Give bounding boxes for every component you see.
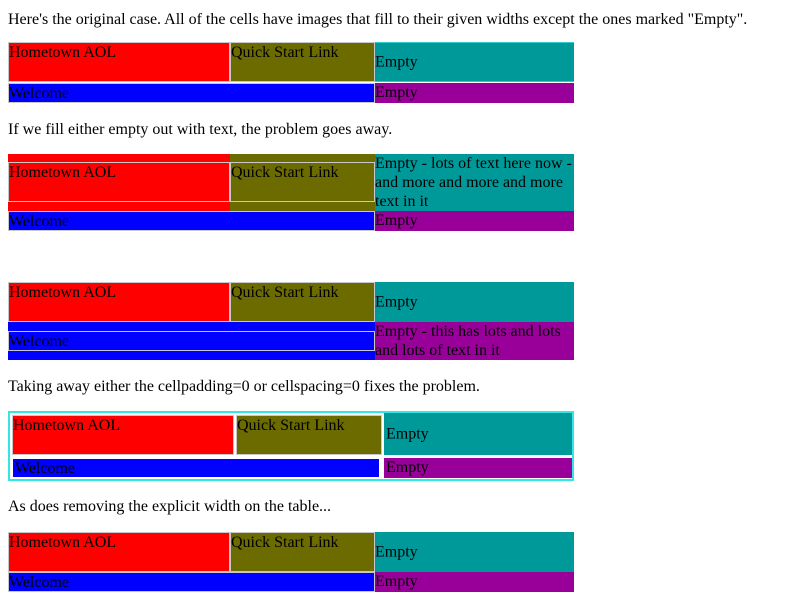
cell-empty-top: Empty [375,42,574,82]
cell-long-text: Empty - this has lots and lots and lots … [375,322,574,360]
cell-quick-start-link: Quick Start Link [230,282,375,322]
cell-empty-bottom: Empty [375,572,574,592]
cell-empty-top: Empty [375,532,574,572]
cell-quick-start-link: Quick Start Link [230,532,375,572]
cell-hometown-aol: Hometown AOL [12,415,234,455]
table-bordered: Hometown AOL Quick Start Link Empty Welc… [8,411,574,481]
cell-welcome: Welcome [8,211,375,231]
cell-long-text: Empty - lots of text here now - and more… [375,154,574,212]
cell-hometown-aol: Hometown AOL [8,532,230,572]
cell-quick-start-link: Quick Start Link [236,415,382,455]
cell-welcome: Welcome [8,83,375,103]
cell-empty-top: Empty [384,413,572,455]
cell-hometown-aol: Hometown AOL [8,282,230,322]
cell-empty-bottom: Empty [375,211,574,231]
cell-empty-bottom: Empty [375,83,574,103]
cell-hometown-aol: Hometown AOL [8,42,230,82]
fill-note-text: If we fill either empty out with text, t… [8,121,393,138]
cell-quick-start-link: Quick Start Link [230,162,375,202]
cell-hometown-aol: Hometown AOL [8,162,230,202]
cell-welcome: Welcome [8,331,375,351]
cell-empty-top: Empty [375,282,574,322]
cell-empty-bottom: Empty [384,458,572,478]
cell-welcome: Welcome [8,572,375,592]
cell-welcome: Welcome [12,458,380,478]
width-note-text: As does removing the explicit width on t… [8,498,332,515]
cell-quick-start-link: Quick Start Link [230,42,375,82]
padding-note-text: Taking away either the cellpadding=0 or … [8,378,480,395]
intro-text: Here's the original case. All of the cel… [8,11,748,28]
